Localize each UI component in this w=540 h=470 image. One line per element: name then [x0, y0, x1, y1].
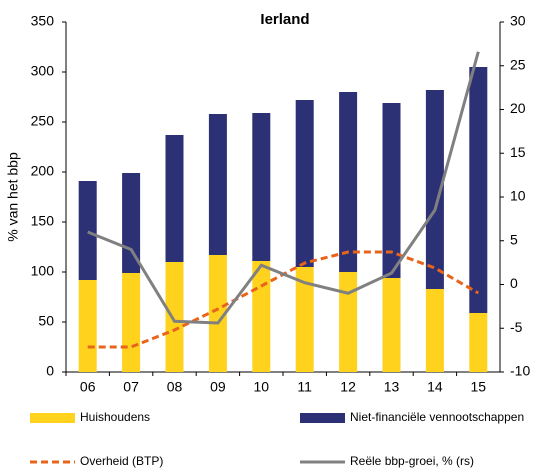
x-tick-label: 15	[471, 379, 487, 395]
y-tick-label: 0	[46, 363, 54, 379]
bar	[425, 289, 444, 372]
bar	[122, 273, 141, 372]
bar	[165, 262, 184, 372]
y-tick-label: 350	[31, 13, 55, 29]
bar	[339, 272, 358, 372]
y2-tick-label: 15	[510, 144, 526, 160]
y-tick-label: 250	[31, 113, 55, 129]
legend-label: Huishoudens	[80, 410, 150, 424]
y-axis-label: % van het bbp	[5, 152, 21, 242]
y2-tick-label: 10	[510, 188, 526, 204]
x-tick-label: 12	[340, 379, 356, 395]
legend-label: Niet-financiële vennootschappen	[350, 410, 524, 424]
x-tick-label: 06	[80, 379, 96, 395]
x-tick-label: 08	[167, 379, 183, 395]
x-tick-label: 14	[427, 379, 443, 395]
bar	[469, 313, 488, 372]
chart-title: Ierland	[260, 11, 309, 28]
y-tick-label: 50	[38, 313, 54, 329]
bar	[339, 92, 358, 272]
y2-tick-label: 25	[510, 56, 526, 72]
bar	[78, 181, 97, 280]
bar	[469, 67, 488, 313]
x-tick-label: 13	[384, 379, 400, 395]
y2-tick-label: 20	[510, 100, 526, 116]
bar	[208, 255, 227, 372]
y2-tick-label: 5	[510, 231, 518, 247]
x-tick-label: 10	[254, 379, 270, 395]
y-tick-label: 200	[31, 163, 55, 179]
x-tick-label: 07	[123, 379, 139, 395]
y2-tick-label: 0	[510, 275, 518, 291]
bar	[252, 113, 271, 261]
legend-label: Overheid (BTP)	[80, 454, 163, 468]
y-tick-label: 150	[31, 213, 55, 229]
x-tick-label: 09	[210, 379, 226, 395]
bar	[295, 100, 314, 267]
legend-swatch	[300, 413, 345, 423]
y2-tick-label: -10	[510, 363, 530, 379]
line	[87, 250, 480, 349]
legend-swatch	[30, 413, 75, 423]
bar	[165, 135, 184, 262]
bar	[382, 278, 401, 372]
bar	[252, 261, 271, 372]
legend-label: Reële bbp-groei, % (rs)	[350, 454, 474, 468]
bar	[382, 103, 401, 278]
y2-tick-label: -5	[510, 319, 523, 335]
bar	[425, 90, 444, 289]
y-tick-label: 300	[31, 63, 55, 79]
y-tick-label: 100	[31, 263, 55, 279]
bar	[295, 267, 314, 372]
bar	[208, 114, 227, 255]
y2-tick-label: 30	[510, 13, 526, 29]
x-tick-label: 11	[297, 379, 312, 395]
line	[87, 51, 480, 325]
bar	[78, 280, 97, 372]
